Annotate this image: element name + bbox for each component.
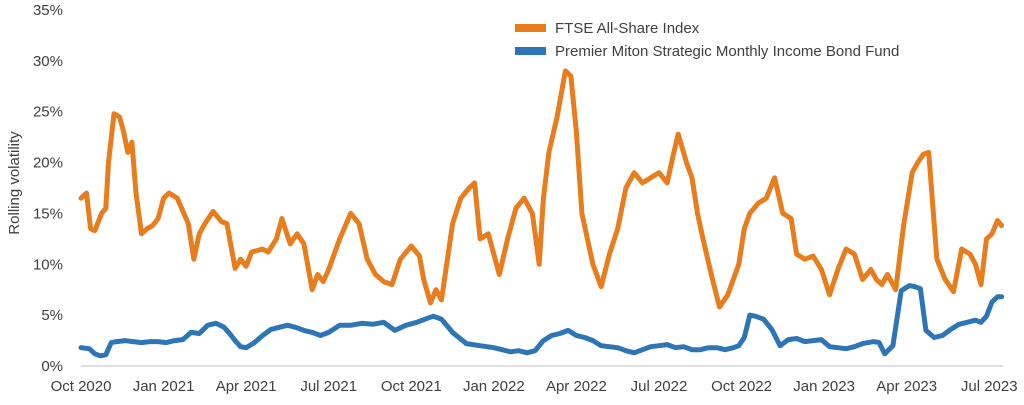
x-tick-label: Apr 2023 <box>876 378 937 395</box>
x-tick-label: Jul 2022 <box>631 378 688 395</box>
y-tick-labels: 0% 5% 10% 15% 20% 25% 30% 35% <box>33 2 63 375</box>
x-tick-label: Jul 2023 <box>961 378 1018 395</box>
x-tick-label: Oct 2021 <box>381 378 442 395</box>
legend-label: FTSE All-Share Index <box>555 20 700 37</box>
x-tick-label: Jan 2022 <box>463 378 525 395</box>
legend-swatch <box>515 24 546 32</box>
x-tick-label: Jan 2021 <box>133 378 195 395</box>
legend-swatch <box>515 47 546 55</box>
x-tick-label: Oct 2022 <box>711 378 772 395</box>
x-tick-labels: Oct 2020 Jan 2021 Apr 2021 Jul 2021 Oct 2021… <box>51 378 1018 395</box>
y-tick-label: 35% <box>33 2 63 19</box>
series-layer <box>78 68 1005 359</box>
y-axis-label-group: Rolling volatility <box>6 131 23 235</box>
x-tick-label: Apr 2022 <box>546 378 607 395</box>
series-line-ftse-all-share <box>78 68 1005 310</box>
x-tick-label: Apr 2021 <box>216 378 277 395</box>
legend: FTSE All-Share Index Premier Miton Strate… <box>515 20 899 60</box>
x-tick-label: Jan 2023 <box>793 378 855 395</box>
x-tick-label: Oct 2020 <box>51 378 112 395</box>
x-tick-label: Jul 2021 <box>300 378 357 395</box>
y-tick-label: 20% <box>33 155 63 172</box>
y-tick-label: 5% <box>41 307 63 324</box>
y-tick-label: 30% <box>33 53 63 70</box>
y-tick-label: 25% <box>33 104 63 121</box>
y-tick-label: 15% <box>33 205 63 222</box>
y-axis-title: Rolling volatility <box>6 131 23 235</box>
y-tick-label: 0% <box>41 358 63 375</box>
y-tick-label: 10% <box>33 256 63 273</box>
series-line-premier-miton-bond-fund <box>78 283 1005 359</box>
legend-label: Premier Miton Strategic Monthly Income B… <box>555 43 899 60</box>
